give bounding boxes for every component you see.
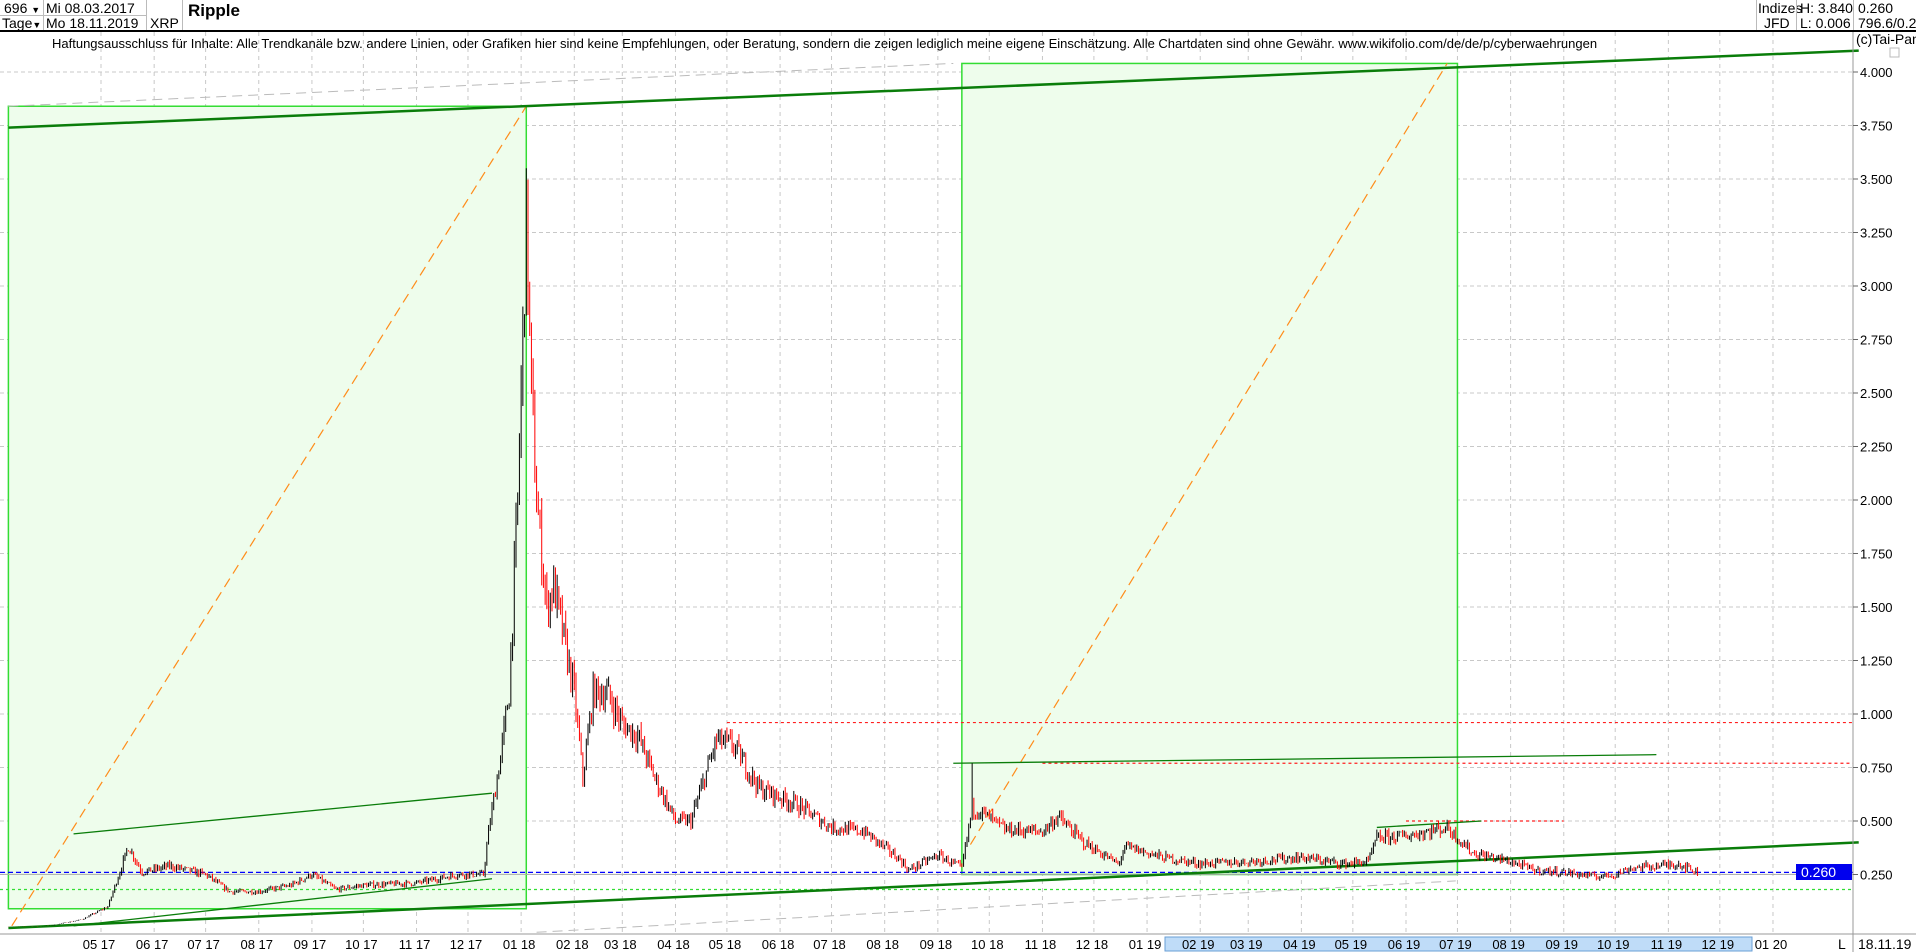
x-tick-label: 10 17: [345, 937, 378, 952]
bars-count: 696: [4, 0, 28, 16]
x-tick-label: 11 19: [1651, 937, 1683, 952]
x-tick-label: 02 19: [1182, 937, 1215, 952]
period-dropdown[interactable]: Tage▼: [2, 16, 41, 32]
x-tick-label: 06 19: [1388, 937, 1421, 952]
instrument-title: Ripple: [188, 1, 240, 20]
y-tick-label: 2.750: [1860, 333, 1893, 348]
y-tick-label: 1.750: [1860, 547, 1893, 562]
x-tick-label: 06 18: [762, 937, 795, 952]
x-tick-label: 04 19: [1283, 937, 1316, 952]
x-tick-label: 01 18: [503, 937, 536, 952]
chevron-down-icon: ▼: [31, 5, 41, 15]
projection-line: [536, 880, 1456, 933]
x-tick-label: 05 18: [709, 937, 742, 952]
y-axis-labels: 4.000 3.750 3.500 3.250 3.000 2.750 2.500 2.250…: [1853, 65, 1893, 883]
x-tick-label: 07 18: [813, 937, 846, 952]
extra-value: 796.6/0.23: [1858, 15, 1916, 31]
bars-count-dropdown[interactable]: 696 ▼: [4, 1, 40, 17]
x-end-label: 18.11.19: [1858, 936, 1912, 952]
x-tick-label: 09 18: [920, 937, 953, 952]
range-boxes: [7, 62, 1459, 910]
chevron-down-icon: ▼: [32, 20, 42, 30]
trend-line: [953, 754, 1657, 764]
x-tick-label: 08 19: [1492, 937, 1525, 952]
y-tick-label: 0.750: [1860, 761, 1893, 776]
x-tick-label: 10 19: [1597, 937, 1630, 952]
x-tick-label: 02 18: [556, 937, 589, 952]
category: Indizes: [1758, 0, 1803, 16]
high-value: H: 3.840: [1800, 0, 1853, 16]
trend-line: [1376, 820, 1482, 829]
diagonal-line: [11, 105, 527, 927]
x-tick-label: 12 17: [450, 937, 483, 952]
trend-line: [73, 878, 493, 927]
period: Tage: [2, 15, 33, 31]
x-tick-label: 07 17: [187, 937, 220, 952]
trend-line: [8, 49, 1859, 129]
y-tick-label: 0.250: [1860, 868, 1893, 883]
trend-line: [73, 792, 493, 835]
last-value: 0.260: [1858, 0, 1894, 16]
x-tick-label: 08 17: [240, 937, 273, 952]
y-tick-label: 3.000: [1860, 279, 1893, 294]
y-tick-label: 2.500: [1860, 386, 1893, 401]
projection-line: [8, 62, 954, 107]
range-box: [961, 62, 1459, 876]
x-tick-label: 07 19: [1439, 937, 1472, 952]
x-tick-label: 12 18: [1076, 937, 1109, 952]
y-tick-label: 3.500: [1860, 172, 1893, 187]
low-value: L: 0.006: [1800, 15, 1851, 31]
y-tick-label: 4.000: [1860, 65, 1893, 80]
scale-marker[interactable]: L: [1838, 936, 1846, 952]
x-tick-label: 12 19: [1702, 937, 1735, 952]
x-tick-label: 03 19: [1230, 937, 1263, 952]
candles: [7, 168, 1699, 927]
chart-header: 696 ▼ Tage▼ Mi 08.03.2017 Mo 18.11.2019 …: [0, 0, 1916, 32]
x-tick-label: 08 18: [866, 937, 899, 952]
x-tick-label: 01 19: [1129, 937, 1162, 952]
copyright: (c)Tai-Pan: [1856, 32, 1916, 47]
price-chart[interactable]: Haftungsausschluss für Inhalte: Alle Tre…: [0, 32, 1916, 952]
y-tick-label: 0.500: [1860, 814, 1893, 829]
x-tick-label: 11 17: [399, 937, 431, 952]
x-tick-label: 05 19: [1335, 937, 1368, 952]
y-tick-label: 1.250: [1860, 654, 1893, 669]
collapse-button[interactable]: [1889, 47, 1900, 58]
axes: [0, 32, 1916, 952]
x-tick-label: 06 17: [136, 937, 169, 952]
x-scrollbar[interactable]: [1164, 936, 1753, 952]
x-tick-label: 01 20: [1755, 937, 1788, 952]
y-tick-label: 1.500: [1860, 600, 1893, 615]
x-tick-label: 09 17: [294, 937, 327, 952]
range-box: [7, 105, 528, 910]
y-tick-label: 1.000: [1860, 707, 1893, 722]
x-tick-label: 04 18: [657, 937, 690, 952]
disclaimer: Haftungsausschluss für Inhalte: Alle Tre…: [52, 36, 1597, 51]
x-axis-labels: 05 17 06 17 07 17 08 17 09 17 10 17 11 17 12 17…: [83, 937, 1788, 952]
date-from[interactable]: Mi 08.03.2017: [46, 0, 135, 16]
y-tick-label: 3.750: [1860, 119, 1893, 134]
x-tick-label: 11 18: [1025, 937, 1057, 952]
x-tick-label: 05 17: [83, 937, 116, 952]
drawing-lines: [0, 49, 1859, 933]
source: JFD: [1764, 15, 1790, 31]
trend-line: [8, 841, 1859, 930]
last-price-label: 0.260: [1801, 864, 1836, 880]
y-tick-label: 2.250: [1860, 440, 1893, 455]
x-tick-label: 03 18: [604, 937, 637, 952]
y-tick-label: 2.000: [1860, 493, 1893, 508]
x-tick-label: 10 18: [971, 937, 1004, 952]
date-to[interactable]: Mo 18.11.2019: [46, 15, 139, 31]
diagonal-line: [969, 63, 1448, 845]
x-tick-label: 09 19: [1545, 937, 1578, 952]
y-tick-label: 3.250: [1860, 226, 1893, 241]
last-price-badge: [1796, 864, 1852, 880]
symbol: XRP: [150, 15, 179, 31]
